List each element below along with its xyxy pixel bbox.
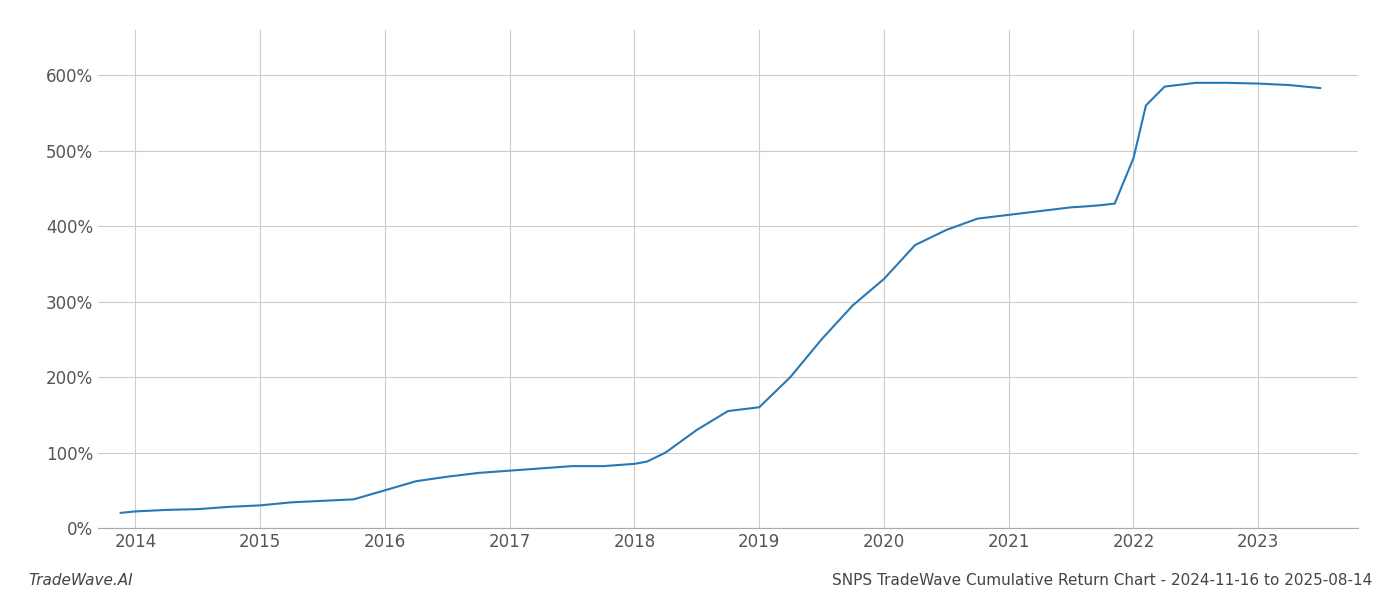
Text: SNPS TradeWave Cumulative Return Chart - 2024-11-16 to 2025-08-14: SNPS TradeWave Cumulative Return Chart -… xyxy=(832,573,1372,588)
Text: TradeWave.AI: TradeWave.AI xyxy=(28,573,133,588)
